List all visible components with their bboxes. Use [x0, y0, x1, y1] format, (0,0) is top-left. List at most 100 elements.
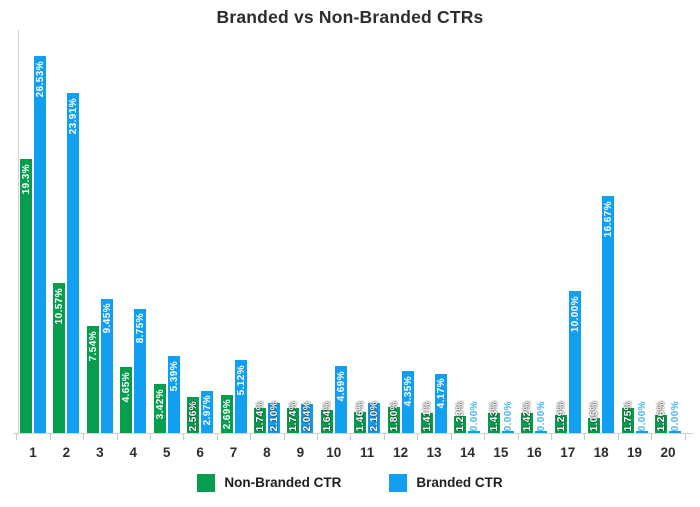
x-axis-label: 7 [229, 445, 238, 460]
bar-value-label: 2.56% [188, 400, 200, 431]
bar-non-branded [487, 412, 500, 433]
bar-branded [34, 56, 46, 433]
x-axis-tick [317, 433, 319, 440]
bar-branded [201, 390, 214, 433]
bar-value-label: 0.00% [636, 400, 648, 431]
legend-label-non-branded: Non-Branded CTR [224, 475, 342, 490]
bar-non-branded [220, 394, 233, 433]
bar-branded [435, 373, 448, 433]
bar-value-label: 1.74% [254, 400, 266, 431]
bar-value-label: 1.26% [655, 400, 667, 431]
x-axis-tick [149, 433, 151, 440]
bar-value-label: 2.97% [202, 395, 214, 426]
x-axis-tick [684, 433, 686, 440]
bar-non-branded [86, 325, 99, 433]
x-axis-label: 2 [62, 445, 71, 460]
bar-branded [668, 431, 681, 433]
legend: Non-Branded CTR Branded CTR [0, 474, 700, 492]
bar-value-label: 1.29% [555, 400, 567, 431]
bar-branded [100, 298, 113, 433]
x-axis-label: 4 [129, 445, 137, 460]
bar-non-branded [387, 407, 400, 433]
bar-non-branded [153, 384, 166, 433]
legend-item-non-branded: Non-Branded CTR [197, 474, 341, 492]
bar-value-label: 26.53% [35, 60, 46, 98]
bar-value-label: 8.75% [135, 313, 147, 344]
x-axis-tick [551, 433, 552, 440]
x-axis-tick [383, 433, 385, 440]
bar-branded [334, 366, 347, 433]
x-axis-label: 19 [627, 445, 643, 460]
x-axis-label: 17 [560, 445, 576, 460]
bar-branded [234, 360, 247, 433]
x-axis-label: 15 [493, 445, 509, 460]
bar-value-label: 2.04% [302, 400, 314, 431]
bar-branded [401, 371, 414, 433]
bar-value-label: 9.45% [101, 303, 113, 334]
x-axis-tick [183, 433, 185, 440]
bar-branded [301, 404, 314, 433]
x-axis-label: 14 [459, 445, 475, 460]
y-axis-line [18, 30, 19, 434]
legend-item-branded: Branded CTR [389, 474, 503, 492]
bar-value-label: 2.10% [369, 400, 381, 431]
x-axis-tick [283, 433, 285, 440]
x-axis-tick [250, 433, 252, 440]
bar-non-branded [20, 158, 32, 433]
bar-non-branded [588, 418, 601, 433]
x-axis-label: 6 [196, 445, 204, 460]
bar-value-label: 1.05% [589, 400, 601, 431]
bar-value-label: 0.00% [669, 400, 681, 431]
bar-branded [501, 431, 514, 433]
x-axis-tick [216, 433, 218, 440]
x-axis-tick [450, 433, 452, 440]
bar-branded [635, 431, 648, 433]
x-axis-label: 3 [96, 445, 104, 460]
x-axis-label: 13 [426, 445, 442, 460]
x-axis-line [13, 433, 693, 434]
bar-value-label: 3.42% [154, 389, 166, 420]
bar-non-branded [287, 408, 300, 433]
x-axis-tick [584, 433, 586, 440]
bar-value-label: 0.00% [469, 400, 481, 431]
bar-value-label: 1.74% [288, 400, 300, 431]
bar-value-label: 7.54% [87, 330, 99, 361]
bar-value-label: 4.35% [402, 375, 414, 407]
bar-non-branded [187, 396, 200, 433]
bar-value-label: 4.65% [121, 371, 133, 402]
bar-branded [535, 431, 548, 433]
x-axis-label: 9 [296, 445, 305, 460]
bar-value-label: 10.00% [569, 295, 581, 332]
x-axis-tick [16, 433, 18, 440]
chart-title: Branded vs Non-Branded CTRs [216, 7, 484, 27]
bar-non-branded [521, 412, 534, 433]
x-axis-label: 1 [29, 445, 37, 460]
bar-value-label: 1.41% [422, 400, 434, 431]
x-axis-tick [417, 433, 419, 440]
x-axis-label: 8 [263, 445, 271, 460]
bar-branded [267, 403, 280, 433]
bar-value-label: 10.57% [54, 287, 66, 324]
bar-value-label: 5.39% [168, 361, 180, 392]
bar-value-label: 1.75% [622, 400, 634, 431]
bar-value-label: 5.12% [235, 364, 247, 396]
bar-non-branded [654, 415, 667, 433]
bar-branded [602, 196, 615, 433]
bar-non-branded [320, 409, 333, 433]
x-axis-tick [617, 433, 619, 440]
bar-value-label: 4.69% [335, 371, 347, 402]
legend-label-branded: Branded CTR [416, 475, 503, 490]
x-axis-tick [651, 433, 653, 440]
bar-branded [134, 308, 147, 433]
x-axis-tick [484, 433, 486, 440]
bar-non-branded [354, 412, 367, 433]
bar-value-label: 1.80% [388, 400, 400, 431]
bar-value-label: 1.64% [321, 400, 333, 431]
bar-branded [468, 431, 481, 433]
legend-swatch-branded-icon [389, 474, 408, 492]
bar-value-label: 2.10% [268, 400, 280, 431]
bar-value-label: 1.43% [488, 400, 500, 431]
bar-non-branded [621, 408, 634, 433]
bar-value-label: 0.00% [536, 400, 548, 431]
bar-non-branded [53, 282, 66, 433]
